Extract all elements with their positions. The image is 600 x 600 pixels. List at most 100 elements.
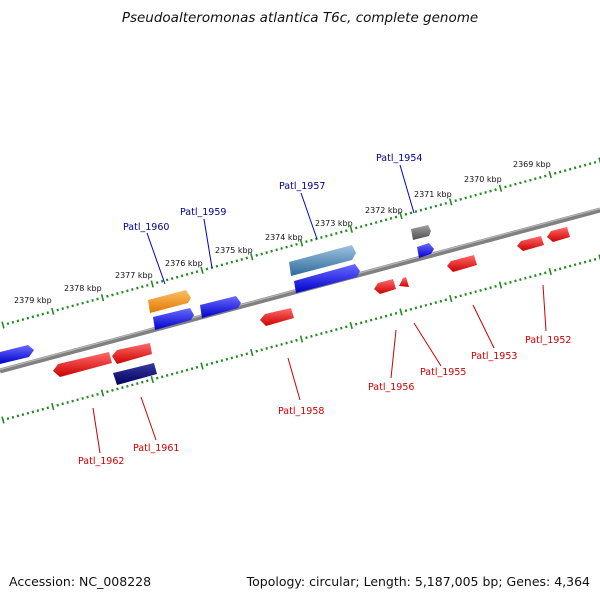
accession-text: Accession: NC_008228 <box>9 574 152 589</box>
gene-arrow-patl-1958[interactable] <box>260 308 294 326</box>
ruler-minor-tick <box>484 287 487 291</box>
ruler-minor-tick <box>484 191 487 194</box>
ruler-minor-tick <box>295 338 298 342</box>
ruler-minor-tick <box>170 277 174 280</box>
ruler-minor-tick <box>464 196 467 200</box>
ruler-minor-tick <box>160 279 164 283</box>
ruler-minor-tick <box>369 318 373 322</box>
ruler-minor-tick <box>215 264 219 268</box>
gene-label[interactable]: Patl_1961 <box>133 443 179 454</box>
gene-label[interactable]: Patl_1960 <box>123 222 169 233</box>
ruler-major-tick <box>399 212 403 220</box>
gene-arrow[interactable] <box>153 308 194 330</box>
ruler-minor-tick <box>454 295 458 299</box>
ruler-major-tick <box>548 267 552 276</box>
ruler-minor-tick <box>374 221 378 224</box>
ruler-major-tick <box>399 308 403 316</box>
ruler-minor-tick <box>504 185 507 189</box>
ruler-minor-tick <box>126 289 129 293</box>
ruler-minor-tick <box>230 260 234 264</box>
gene-label[interactable]: Patl_1958 <box>278 406 324 417</box>
gene-arrow[interactable] <box>0 345 34 364</box>
ruler-minor-tick <box>215 360 219 364</box>
ruler-minor-tick <box>106 294 109 298</box>
gene-label[interactable]: Patl_1962 <box>78 456 124 467</box>
ruler-minor-tick <box>414 210 418 213</box>
gene-label[interactable]: Patl_1955 <box>420 367 466 378</box>
ruler-minor-tick <box>583 260 587 264</box>
ruler-minor-tick <box>185 273 189 276</box>
gene-arrow-patl-1960[interactable] <box>148 290 191 313</box>
leader-line <box>413 322 442 367</box>
ruler-major-tick <box>100 389 105 397</box>
ruler-minor-tick <box>280 342 283 346</box>
gene-arrow-patl-1957[interactable] <box>289 245 356 276</box>
ruler-major-tick <box>349 321 353 330</box>
ruler-minor-tick <box>479 192 482 196</box>
ruler-minor-tick <box>489 286 492 290</box>
gene-arrow[interactable] <box>417 243 434 258</box>
ruler-minor-tick <box>310 238 313 242</box>
ruler-minor-tick <box>514 182 517 186</box>
ruler-minor-tick <box>260 348 263 352</box>
gene-label[interactable]: Patl_1957 <box>279 181 325 192</box>
ruler-minor-tick <box>359 225 363 229</box>
ruler-minor-tick <box>190 271 194 275</box>
tick-labels: 2379 kbp 2378 kbp 2377 kbp 2376 kbp 2375… <box>14 160 551 305</box>
leader-line <box>140 396 157 441</box>
ruler-minor-tick <box>280 247 283 250</box>
gene-arrow-patl-1959[interactable] <box>200 296 241 318</box>
gene-arrow[interactable] <box>517 236 544 251</box>
ruler-minor-tick <box>553 171 557 175</box>
gene-arrow-patl-1962[interactable] <box>53 352 112 377</box>
ruler-minor-tick <box>190 367 194 371</box>
ruler-minor-tick <box>145 283 149 287</box>
ruler-minor-tick <box>424 207 428 211</box>
ruler-minor-tick <box>464 293 467 296</box>
gene-arrow-patl-1953[interactable] <box>447 255 477 272</box>
gene-arrow[interactable] <box>112 343 152 364</box>
ruler-minor-tick <box>131 383 134 387</box>
ruler-minor-tick <box>185 368 189 372</box>
gene-arrow-patl-1956[interactable] <box>374 279 396 294</box>
gene-arrow[interactable] <box>294 264 360 293</box>
ruler-minor-tick <box>509 280 512 284</box>
ruler-minor-tick <box>543 174 547 178</box>
gene-label[interactable]: Patl_1953 <box>471 351 517 362</box>
ruler-minor-tick <box>131 288 134 291</box>
ruler-minor-tick <box>330 233 333 237</box>
gene-label[interactable]: Patl_1954 <box>376 153 422 164</box>
ruler-minor-tick <box>21 413 25 417</box>
ruler-major-tick <box>598 157 600 165</box>
ruler-minor-tick <box>563 266 567 269</box>
ruler-minor-tick <box>205 363 209 367</box>
ruler-minor-tick <box>86 300 89 304</box>
gene-arrow-patl-1955[interactable] <box>399 277 409 287</box>
ruler-minor-tick <box>145 379 149 383</box>
ruler-minor-tick <box>434 301 438 304</box>
ruler-minor-tick <box>76 303 79 306</box>
gene-arrow-patl-1954[interactable] <box>411 225 431 240</box>
ruler-major-tick <box>498 281 503 289</box>
ruler-minor-tick <box>444 201 448 205</box>
ruler-lower <box>1 254 600 424</box>
gene-label[interactable]: Patl_1959 <box>180 207 226 218</box>
gene-label[interactable]: Patl_1956 <box>368 382 414 393</box>
gene-label[interactable]: Patl_1952 <box>525 335 571 346</box>
ruler-major-tick <box>1 321 5 329</box>
ruler-minor-tick <box>509 184 512 188</box>
ruler-minor-tick <box>205 267 209 271</box>
ruler-minor-tick <box>290 244 293 248</box>
ruler-minor-tick <box>325 234 328 238</box>
gene-arrow-patl-1952[interactable] <box>547 227 570 242</box>
ruler-minor-tick <box>384 314 388 318</box>
ruler-minor-tick <box>340 326 343 330</box>
ruler-minor-tick <box>593 160 597 164</box>
tick-label: 2377 kbp <box>115 271 153 280</box>
map-title: Pseudoalteromonas atlantica T6c, complet… <box>121 10 479 26</box>
gene-arrow-patl-1961[interactable] <box>113 363 157 385</box>
ruler-minor-tick <box>563 169 567 172</box>
ruler-minor-tick <box>469 291 472 295</box>
ruler-minor-tick <box>384 218 388 222</box>
